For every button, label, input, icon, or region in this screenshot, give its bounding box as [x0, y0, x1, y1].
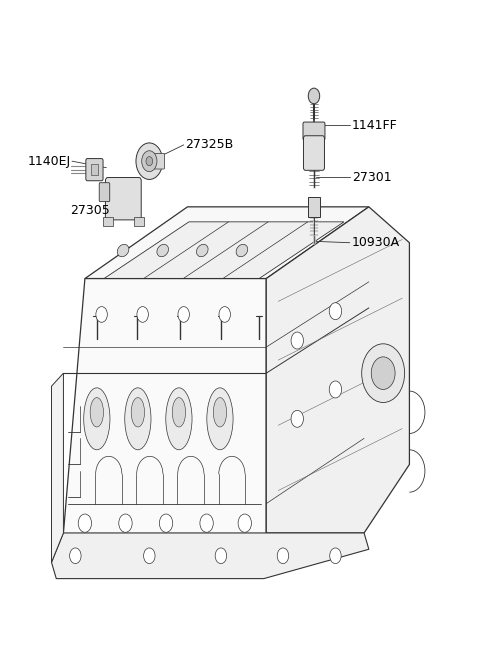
- Ellipse shape: [125, 388, 151, 450]
- Ellipse shape: [90, 398, 104, 427]
- Text: 27301: 27301: [352, 171, 392, 184]
- FancyBboxPatch shape: [303, 136, 324, 170]
- Ellipse shape: [207, 388, 233, 450]
- Circle shape: [96, 307, 108, 322]
- Ellipse shape: [84, 388, 110, 450]
- Circle shape: [238, 514, 252, 533]
- Circle shape: [308, 88, 320, 103]
- Polygon shape: [51, 373, 63, 562]
- Ellipse shape: [157, 244, 168, 257]
- FancyBboxPatch shape: [91, 164, 98, 175]
- Circle shape: [277, 548, 288, 563]
- Polygon shape: [63, 278, 266, 562]
- Circle shape: [215, 548, 227, 563]
- Text: 27325B: 27325B: [185, 138, 233, 151]
- Circle shape: [144, 548, 155, 563]
- Circle shape: [178, 307, 190, 322]
- Text: 10930A: 10930A: [352, 236, 400, 249]
- Text: 1141FF: 1141FF: [352, 119, 398, 132]
- Circle shape: [330, 548, 341, 563]
- Circle shape: [367, 352, 380, 369]
- Circle shape: [291, 410, 303, 427]
- Circle shape: [219, 307, 230, 322]
- Text: 27305: 27305: [71, 204, 110, 217]
- Circle shape: [362, 344, 405, 403]
- Polygon shape: [85, 207, 369, 278]
- Text: 1140EJ: 1140EJ: [28, 155, 71, 168]
- Circle shape: [142, 151, 157, 172]
- Circle shape: [329, 303, 342, 320]
- Ellipse shape: [196, 244, 208, 257]
- Ellipse shape: [166, 388, 192, 450]
- Circle shape: [371, 357, 395, 390]
- Polygon shape: [51, 533, 369, 578]
- Ellipse shape: [172, 398, 186, 427]
- FancyBboxPatch shape: [134, 217, 144, 227]
- FancyBboxPatch shape: [303, 122, 325, 140]
- Ellipse shape: [236, 244, 248, 257]
- Circle shape: [78, 514, 92, 533]
- Circle shape: [159, 514, 173, 533]
- FancyBboxPatch shape: [106, 178, 141, 220]
- FancyBboxPatch shape: [308, 197, 320, 217]
- Circle shape: [119, 514, 132, 533]
- Ellipse shape: [117, 244, 129, 257]
- Polygon shape: [104, 222, 344, 278]
- FancyBboxPatch shape: [103, 217, 113, 227]
- FancyBboxPatch shape: [86, 159, 103, 181]
- Circle shape: [136, 143, 163, 179]
- Circle shape: [329, 381, 342, 398]
- Circle shape: [146, 157, 153, 166]
- Circle shape: [137, 307, 148, 322]
- Ellipse shape: [131, 398, 144, 427]
- FancyBboxPatch shape: [154, 153, 165, 169]
- Ellipse shape: [213, 398, 227, 427]
- Circle shape: [70, 548, 81, 563]
- FancyBboxPatch shape: [99, 183, 110, 202]
- Polygon shape: [266, 207, 409, 533]
- Circle shape: [200, 514, 213, 533]
- Circle shape: [291, 332, 303, 349]
